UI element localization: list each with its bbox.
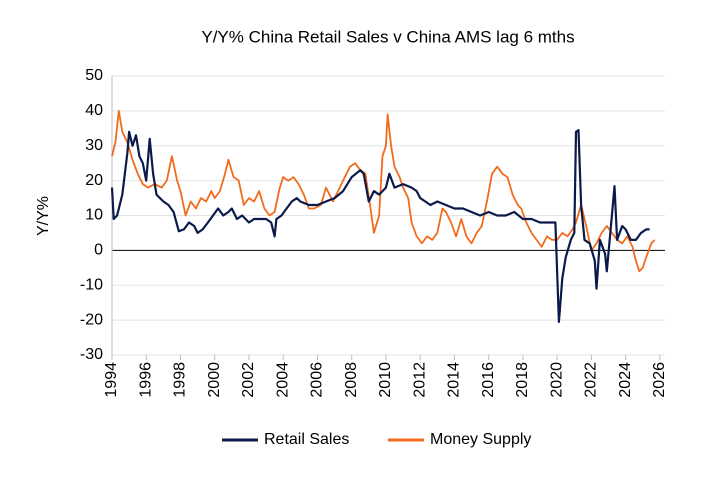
x-tick-label: 2010 <box>377 362 394 398</box>
x-tick-label: 2020 <box>548 362 565 398</box>
x-tick-label: 1994 <box>103 362 120 398</box>
legend-label: Money Supply <box>430 431 531 448</box>
y-tick-label: -10 <box>80 276 103 293</box>
x-tick-label: 2002 <box>240 362 257 398</box>
y-tick-label: 20 <box>85 172 103 189</box>
y-tick-label: -30 <box>80 346 103 363</box>
x-tick-label: 2018 <box>514 362 531 398</box>
x-tick-label: 2016 <box>480 362 497 398</box>
y-tick-label: 0 <box>94 242 103 259</box>
x-tick-label: 2000 <box>206 362 223 398</box>
x-tick-label: 1996 <box>137 362 154 398</box>
y-tick-label: -20 <box>80 311 103 328</box>
x-tick-label: 2024 <box>617 362 634 398</box>
x-tick-label: 2004 <box>274 362 291 398</box>
y-tick-label: 30 <box>85 137 103 154</box>
x-tick-label: 2008 <box>343 362 360 398</box>
x-tick-label: 2006 <box>309 362 326 398</box>
y-tick-label: 10 <box>85 207 103 224</box>
legend-label: Retail Sales <box>264 431 349 448</box>
y-tick-label: 40 <box>85 102 103 119</box>
x-tick-label: 1998 <box>172 362 189 398</box>
y-axis-label: Y/Y% <box>35 196 52 236</box>
series-line <box>110 129 650 323</box>
x-tick-label: 2026 <box>651 362 668 398</box>
x-tick-label: 2014 <box>446 362 463 398</box>
series-line <box>111 110 656 273</box>
x-tick-label: 2012 <box>411 362 428 398</box>
x-tick-label: 2022 <box>583 362 600 398</box>
chart-title: Y/Y% China Retail Sales v China AMS lag … <box>201 27 574 46</box>
y-tick-label: 50 <box>85 67 103 84</box>
